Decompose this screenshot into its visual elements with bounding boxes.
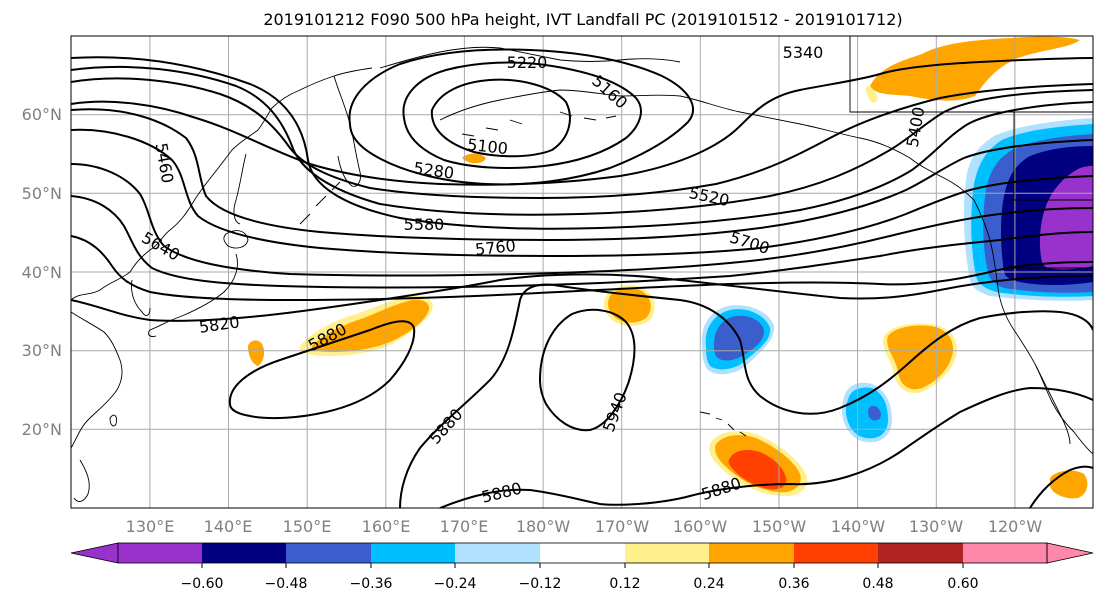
- coast-aleutians: [461, 111, 617, 137]
- coast-hokkaido: [223, 230, 249, 249]
- shade-yellow-alaska-edge: [865, 85, 878, 103]
- coastlines: [71, 36, 1093, 502]
- lat-label: 40°N: [22, 263, 62, 282]
- ivt-shading: [248, 36, 1093, 499]
- lon-label: 140°W: [831, 517, 886, 536]
- shade-orange-blob-50n: [462, 153, 486, 164]
- colorbar-cell: [794, 543, 878, 563]
- coast-canada-interior: [849, 36, 1093, 269]
- shade-redorange-blob-hawaii: [728, 450, 787, 490]
- colorbar-tick-label: −0.60: [181, 576, 224, 592]
- colorbar-tick-label: 0.36: [778, 576, 809, 592]
- contour-5460: [71, 56, 1093, 230]
- colorbar-tick-label: −0.12: [519, 576, 562, 592]
- colorbar-cells: [70, 542, 1094, 568]
- coast-asia: [71, 67, 373, 301]
- height-contours: [71, 48, 1093, 508]
- colorbar-cell: [118, 543, 202, 563]
- coast-bering: [379, 46, 681, 69]
- colorbar-extend-min: [70, 542, 119, 564]
- lon-label: 150°W: [752, 517, 807, 536]
- colorbar-cell: [709, 543, 794, 563]
- contour-5880-south: [439, 386, 1093, 508]
- contour-label-5100: 5100: [466, 135, 508, 158]
- gridlines: [71, 36, 1093, 508]
- coast-china: [71, 311, 123, 449]
- colorbar-tick-label: 0.24: [693, 576, 724, 592]
- lon-label: 180°W: [516, 517, 571, 536]
- colorbar-cell: [540, 543, 625, 563]
- coast-baja: [1035, 365, 1071, 445]
- lon-label: 150°E: [283, 517, 332, 536]
- colorbar-cell: [963, 543, 1047, 563]
- contour-5340: [71, 77, 1093, 200]
- contour-label-5340: 5340: [783, 43, 824, 62]
- lon-labels: 130°E 140°E 150°E 160°E 170°E 180°W 170°…: [126, 517, 1043, 536]
- shade-royalblue-blob2: [868, 405, 881, 421]
- lon-label: 160°E: [362, 517, 411, 536]
- colorbar-cell: [202, 543, 286, 563]
- contour-5520: [71, 108, 1093, 242]
- colorbar: −0.60 −0.48 −0.36 −0.24 −0.12 0.12 0.24 …: [70, 542, 1094, 592]
- shade-purple-coast: [1039, 166, 1093, 270]
- shade-orange-blob-147e: [248, 340, 265, 366]
- colorbar-cell: [455, 543, 540, 563]
- colorbar-tick-label: 0.60: [947, 576, 978, 592]
- contour-label-5760: 5760: [474, 236, 516, 259]
- coast-taiwan: [109, 414, 117, 427]
- figure-title: 2019101212 F090 500 hPa height, IVT Land…: [263, 10, 902, 29]
- lon-label: 120°W: [988, 517, 1043, 536]
- colorbar-cell: [371, 543, 455, 563]
- contour-label-5220: 5220: [507, 53, 548, 72]
- contour-5880-main: [399, 283, 1093, 508]
- contour-5880-west: [228, 320, 416, 420]
- coast-hawaii: [699, 411, 747, 437]
- colorbar-tick-label: 0.48: [862, 576, 893, 592]
- lon-label: 160°W: [673, 517, 728, 536]
- contour-5580: [71, 128, 1093, 258]
- contour-5160: [402, 61, 642, 169]
- lon-label: 170°E: [440, 517, 489, 536]
- colorbar-cell: [878, 543, 963, 563]
- contour-5400: [71, 65, 1093, 216]
- contour-5940: [538, 308, 636, 432]
- coast-kurils: [299, 181, 341, 225]
- coast-korea: [131, 279, 151, 316]
- coast-japan: [147, 253, 238, 337]
- coast-na-west: [973, 199, 1093, 455]
- colorbar-extend-max: [1046, 542, 1094, 564]
- contour-5640: [71, 163, 1093, 277]
- contour-5820: [71, 273, 1093, 322]
- lat-label: 60°N: [22, 105, 62, 124]
- lat-label: 30°N: [22, 341, 62, 360]
- colorbar-tick-label: −0.24: [434, 576, 477, 592]
- colorbar-tick-label: −0.48: [265, 576, 308, 592]
- lon-label: 130°E: [126, 517, 175, 536]
- colorbar-ticks: −0.60 −0.48 −0.36 −0.24 −0.12 0.12 0.24 …: [181, 576, 979, 592]
- contour-5220: [348, 48, 694, 186]
- lat-label: 50°N: [22, 184, 62, 203]
- coast-philippines: [73, 459, 90, 502]
- colorbar-cell: [286, 543, 371, 563]
- contour-label-5580: 5580: [404, 215, 445, 234]
- contour-5880-mexico: [1029, 465, 1093, 508]
- colorbar-frame: [117, 542, 1048, 564]
- lon-label: 130°W: [909, 517, 964, 536]
- shade-orange-alaska: [870, 36, 1080, 101]
- lat-labels: 60°N 50°N 40°N 30°N 20°N: [22, 105, 62, 439]
- lon-label: 170°W: [595, 517, 650, 536]
- coast-kamchatka: [333, 75, 361, 187]
- map-panel: 5220 5160 5100 5280 5340 5400 5460 5520 …: [70, 35, 1094, 509]
- lat-label: 20°N: [22, 420, 62, 439]
- colorbar-cell: [625, 543, 709, 563]
- colorbar-tick-label: 0.12: [609, 576, 640, 592]
- contour-5100: [430, 78, 571, 158]
- contour-5280: [71, 57, 1093, 186]
- colorbar-tick-label: −0.36: [350, 576, 393, 592]
- contour-5760: [71, 235, 1093, 302]
- lon-label: 140°E: [204, 517, 253, 536]
- coast-sakhalin: [233, 153, 247, 225]
- map-frame: [70, 35, 1094, 509]
